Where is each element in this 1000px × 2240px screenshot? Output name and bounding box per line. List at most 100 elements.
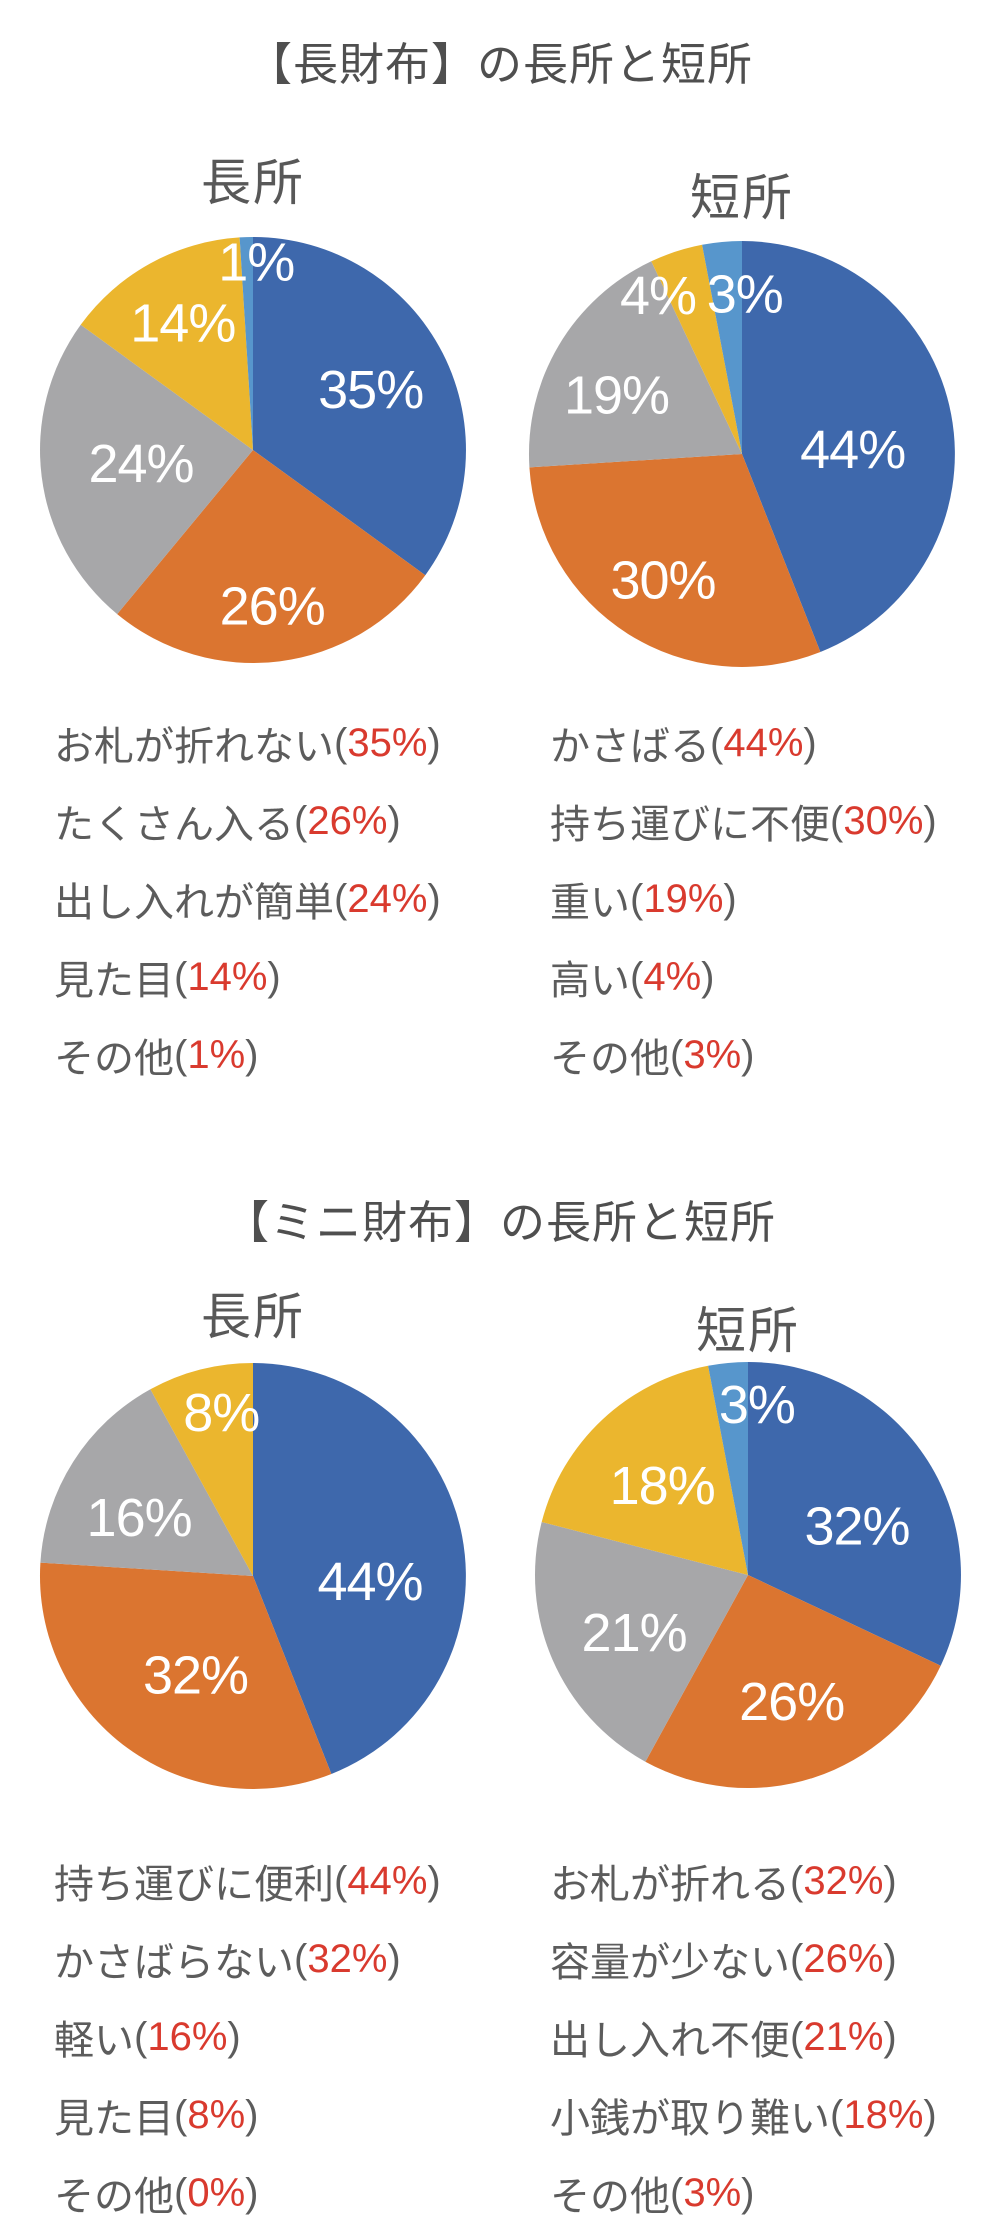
legend-percent: 21% (803, 2014, 884, 2059)
paren-close: ) (427, 720, 441, 765)
legend-item: 出し入れ不便(21%) (550, 1998, 937, 2076)
legend-percent: 18% (843, 2092, 924, 2137)
pie-slice-出し入れ不便 (534, 1522, 748, 1762)
legend-item: 出し入れが簡単(24%) (54, 860, 441, 938)
legend-label: 見た目 (54, 2097, 174, 2141)
paren-open: ( (294, 798, 308, 843)
paren-open: ( (790, 1936, 804, 1981)
pie-slice-軽い (40, 1389, 254, 1576)
paren-open: ( (294, 1936, 308, 1981)
legend-long-wallet-cons: かさばる(44%) 持ち運びに不便(30%) 重い(19%) 高い(4%) その… (550, 704, 937, 1094)
paren-close: ) (245, 1032, 259, 1077)
pie-slice-percent-label: 3% (719, 1375, 795, 1435)
pie-slice-percent-label: 32% (804, 1497, 909, 1557)
legend-percent: 1% (187, 1032, 246, 1077)
chart-subtitle-mini-cons: 短所 (696, 1303, 800, 1359)
pie-slice-その他 (708, 1362, 748, 1575)
legend-label: かさばらない (54, 1941, 294, 1985)
pie-chart-long-wallet-cons: 44% 30% 19% 4% 3% (528, 241, 955, 667)
paren-close: ) (245, 2170, 259, 2215)
legend-label: その他 (54, 2175, 174, 2219)
pie-slice-percent-label: 14% (130, 293, 235, 353)
legend-percent: 3% (683, 2170, 742, 2215)
legend-item: 高い(4%) (550, 938, 937, 1016)
paren-close: ) (883, 1936, 897, 1981)
pie-slice-percent-label: 26% (739, 1672, 844, 1732)
pie-chart-mini-wallet-cons: 32% 26% 21% 18%3% (534, 1362, 961, 1789)
pie-slice-高い (651, 244, 742, 454)
pie-slice-持ち運びに便利 (253, 1363, 466, 1774)
legend-label: 重い (550, 881, 630, 925)
legend-item: 容量が少ない(26%) (550, 1920, 937, 1998)
section-title-mini-wallet: 【ミニ財布】の長所と短所 (223, 1197, 776, 1248)
legend-item: かさばらない(32%) (54, 1920, 441, 1998)
legend-label: その他 (54, 1037, 174, 1081)
legend-item: お札が折れる(32%) (550, 1842, 937, 1920)
paren-open: ( (790, 1858, 804, 1903)
chart-subtitle-mini-pros: 長所 (201, 1289, 305, 1345)
paren-close: ) (387, 798, 401, 843)
legend-percent: 30% (843, 798, 924, 843)
pie-slice-percent-label: 35% (318, 360, 423, 420)
pie-slice-その他 (702, 241, 742, 454)
pie-chart-mini-wallet-pros: 44% 32% 16% 8% (39, 1363, 466, 1789)
paren-close: ) (427, 1858, 441, 1903)
pie-slice-その他 (239, 236, 253, 450)
legend-label: 小銭が取り難い (550, 2097, 830, 2141)
legend-label: その他 (550, 2175, 670, 2219)
pie-slice-見た目 (80, 237, 253, 450)
legend-label: 持ち運びに不便 (550, 803, 830, 847)
paren-close: ) (227, 2014, 241, 2059)
section-title-long-wallet: 【長財布】の長所と短所 (246, 39, 753, 90)
pie-slice-percent-label: 1% (218, 235, 294, 293)
pie-slice-percent-label: 30% (610, 550, 715, 610)
legend-item: 軽い(16%) (54, 1998, 441, 2076)
paren-open: ( (830, 798, 844, 843)
legend-percent: 16% (147, 2014, 228, 2059)
paren-open: ( (830, 2092, 844, 2137)
paren-open: ( (630, 954, 644, 999)
pie-slice-percent-label: 44% (317, 1552, 422, 1612)
paren-close: ) (923, 2092, 937, 2137)
legend-item: その他(3%) (550, 2154, 937, 2232)
paren-open: ( (710, 720, 724, 765)
paren-close: ) (803, 720, 817, 765)
pie-slice-percent-label: 24% (88, 434, 193, 494)
pie-slice-percent-label: 32% (143, 1646, 248, 1706)
legend-label: 高い (550, 959, 630, 1003)
paren-open: ( (334, 876, 348, 921)
legend-item: 小銭が取り難い(18%) (550, 2076, 937, 2154)
pie-slice-かさばらない (39, 1562, 332, 1789)
paren-open: ( (174, 1032, 188, 1077)
pie-slice-お札が折れない (253, 237, 466, 576)
legend-item: お札が折れない(35%) (54, 704, 441, 782)
legend-item: 見た目(8%) (54, 2076, 441, 2154)
paren-close: ) (883, 1858, 897, 1903)
paren-close: ) (387, 1936, 401, 1981)
legend-mini-wallet-pros: 持ち運びに便利(44%) かさばらない(32%) 軽い(16%) 見た目(8%)… (54, 1842, 441, 2232)
pie-slice-容量が少ない (645, 1575, 941, 1789)
paren-open: ( (174, 954, 188, 999)
legend-percent: 35% (347, 720, 428, 765)
paren-open: ( (334, 720, 348, 765)
legend-label: お札が折れない (54, 725, 334, 769)
paren-close: ) (741, 1032, 755, 1077)
legend-label: たくさん入る (54, 803, 294, 847)
legend-item: 重い(19%) (550, 860, 937, 938)
paren-open: ( (670, 1032, 684, 1077)
legend-label: 軽い (54, 2019, 134, 2063)
pie-slice-percent-label: 21% (582, 1603, 687, 1663)
paren-close: ) (883, 2014, 897, 2059)
legend-item: 持ち運びに便利(44%) (54, 1842, 441, 1920)
legend-item: かさばる(44%) (550, 704, 937, 782)
legend-label: その他 (550, 1037, 670, 1081)
legend-percent: 14% (187, 954, 268, 999)
legend-percent: 32% (307, 1936, 388, 1981)
pie-slice-percent-label: 44% (800, 420, 905, 480)
legend-label: 持ち運びに便利 (54, 1863, 334, 1907)
legend-item: たくさん入る(26%) (54, 782, 441, 860)
legend-percent: 3% (683, 1032, 742, 1077)
chart-subtitle-long-pros: 長所 (201, 155, 305, 211)
legend-label: 出し入れ不便 (550, 2019, 790, 2063)
